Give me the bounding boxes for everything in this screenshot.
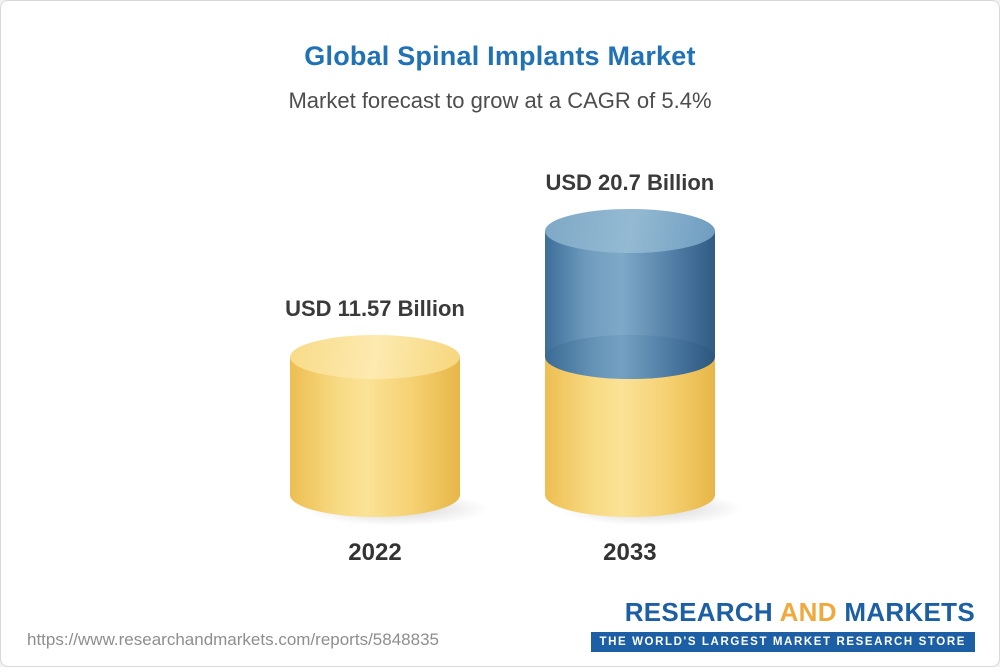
brand-tagline: THE WORLD'S LARGEST MARKET RESEARCH STOR… — [590, 632, 975, 652]
chart-header: Global Spinal Implants Market Market for… — [1, 1, 999, 114]
brand-logo: RESEARCH AND MARKETS THE WORLD'S LARGEST… — [590, 597, 976, 652]
plot-area: USD 11.57 Billion 2022 USD 20.7 Billion … — [1, 149, 999, 567]
year-label-2033: 2033 — [603, 539, 657, 566]
logo-word-and: AND — [779, 597, 837, 627]
cylinder-2022 — [289, 335, 497, 527]
year-label-2022: 2022 — [348, 539, 402, 566]
brand-logo-text: RESEARCH AND MARKETS — [591, 597, 976, 628]
cylinder-2033-base-body — [544, 357, 715, 517]
chart-subtitle: Market forecast to grow at a CAGR of 5.4… — [288, 88, 712, 113]
cylinder-2033-top-ellipse — [544, 209, 715, 253]
value-label-2033: USD 20.7 Billion — [545, 170, 715, 195]
value-label-2022: USD 11.57 Billion — [285, 296, 465, 321]
cylinder-2033-junction-ellipse — [544, 335, 715, 379]
logo-word-markets: MARKETS — [844, 597, 975, 627]
bar-group-2033: USD 20.7 Billion 2033 — [544, 170, 752, 567]
logo-word-research: RESEARCH — [624, 597, 774, 627]
cylinder-2022-top-ellipse — [289, 335, 460, 379]
bar-group-2022: USD 11.57 Billion 2022 — [285, 296, 497, 567]
cylinder-2022-body — [289, 357, 460, 517]
chart-title: Global Spinal Implants Market — [304, 41, 696, 71]
footer: https://www.researchandmarkets.com/repor… — [1, 597, 999, 666]
cylinder-2033 — [544, 209, 752, 527]
source-url: https://www.researchandmarkets.com/repor… — [27, 630, 439, 649]
cylinder-2033-growth-body — [544, 231, 715, 379]
